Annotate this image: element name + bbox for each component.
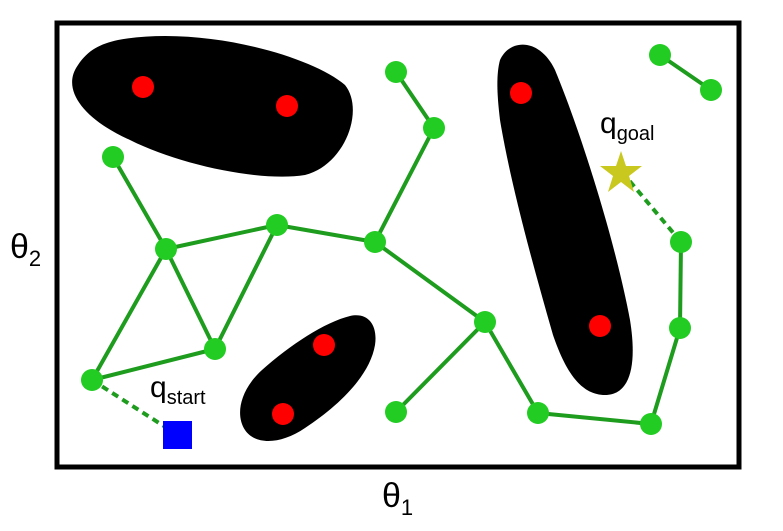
roadmap-edge — [483, 320, 540, 415]
roadmap-edge — [90, 247, 168, 382]
obstacle-point — [510, 82, 532, 104]
start-marker — [163, 421, 192, 449]
x-axis-label-main: θ — [382, 477, 401, 515]
x-axis-label-sub: 1 — [401, 495, 413, 520]
roadmap-node — [266, 214, 288, 236]
roadmap-edge — [394, 70, 436, 130]
roadmap-edge — [536, 411, 653, 426]
start-connection — [90, 378, 172, 432]
obstacle-points — [132, 76, 611, 425]
roadmap-node — [670, 231, 692, 253]
goal-connection — [620, 170, 683, 244]
roadmap-edge — [373, 240, 487, 324]
roadmap-node — [700, 79, 722, 101]
roadmap-edge — [373, 126, 436, 244]
roadmap-node — [102, 146, 124, 168]
start-goal-connections — [90, 170, 683, 432]
roadmap-edge — [649, 326, 682, 426]
obstacle-top-left — [72, 36, 353, 177]
roadmap-edge — [111, 155, 168, 251]
start-label: qstart — [150, 371, 206, 409]
roadmap-node — [640, 413, 662, 435]
roadmap-node — [527, 402, 549, 424]
roadmap-node — [474, 311, 496, 333]
start-label-main: q — [150, 371, 167, 404]
roadmap-nodes — [81, 44, 722, 435]
start-label-sub: start — [167, 387, 206, 409]
roadmap-edge — [90, 347, 217, 382]
roadmap-edges — [90, 53, 713, 426]
obstacle-point — [272, 403, 294, 425]
obstacle-right — [497, 44, 633, 396]
roadmap-node — [364, 231, 386, 253]
obstacle-point — [276, 95, 298, 117]
roadmap-edge — [394, 320, 487, 414]
roadmap-node — [423, 117, 445, 139]
obstacle-point — [132, 76, 154, 98]
roadmap-node — [385, 401, 407, 423]
roadmap-edge — [164, 223, 279, 251]
roadmap-node — [669, 317, 691, 339]
y-axis-label-sub: 2 — [29, 246, 41, 271]
y-axis-label: θ2 — [10, 228, 41, 271]
roadmap-node — [81, 369, 103, 391]
goal-label: qgoal — [600, 107, 655, 145]
roadmap-node — [204, 338, 226, 360]
y-axis-label-main: θ — [10, 228, 29, 266]
obstacle-point — [313, 334, 335, 356]
roadmap-node — [155, 238, 177, 260]
goal-label-main: q — [600, 107, 617, 140]
roadmap-edge — [678, 240, 683, 330]
obstacle-point — [589, 315, 611, 337]
roadmap-edge — [275, 223, 377, 244]
x-axis-label: θ1 — [382, 477, 413, 520]
roadmap-edge — [213, 223, 279, 351]
roadmap-node — [385, 61, 407, 83]
roadmap-node — [649, 44, 671, 66]
goal-star-icon — [600, 151, 642, 192]
goal-label-sub: goal — [617, 123, 655, 145]
roadmap-edge — [164, 247, 217, 351]
